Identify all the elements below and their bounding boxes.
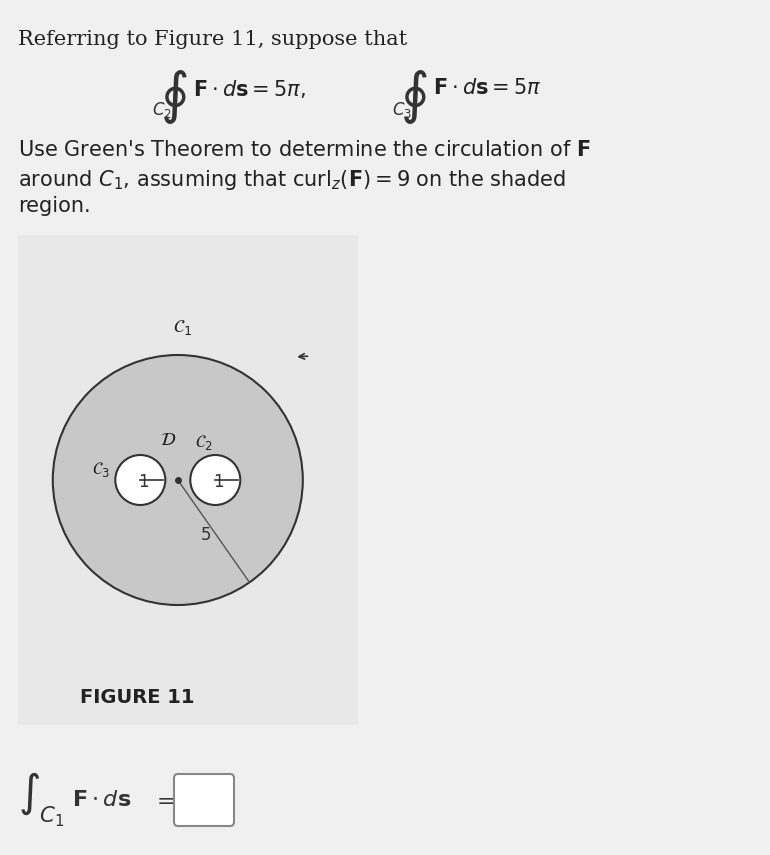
Text: $\mathbf{F} \cdot d\mathbf{s} = 5\pi,$: $\mathbf{F} \cdot d\mathbf{s} = 5\pi,$ bbox=[193, 78, 306, 100]
Text: $C_2$: $C_2$ bbox=[152, 100, 172, 120]
Text: $\mathcal{C}_1$: $\mathcal{C}_1$ bbox=[173, 318, 192, 337]
Text: region.: region. bbox=[18, 196, 91, 216]
Text: $\int_{C_1}$: $\int_{C_1}$ bbox=[18, 771, 65, 829]
Text: $\mathcal{C}_3$: $\mathcal{C}_3$ bbox=[92, 460, 110, 479]
Text: $\mathcal{D}$: $\mathcal{D}$ bbox=[159, 431, 176, 449]
Text: $\mathcal{C}_2$: $\mathcal{C}_2$ bbox=[196, 433, 213, 452]
Text: around $C_1$, assuming that $\mathrm{curl}_z(\mathbf{F}) = 9$ on the shaded: around $C_1$, assuming that $\mathrm{cur… bbox=[18, 168, 566, 192]
Circle shape bbox=[116, 455, 166, 505]
Text: 1: 1 bbox=[213, 473, 223, 491]
Text: $=$: $=$ bbox=[152, 790, 175, 810]
FancyBboxPatch shape bbox=[174, 774, 234, 826]
Text: $\oint$: $\oint$ bbox=[160, 68, 188, 126]
Text: $\oint$: $\oint$ bbox=[400, 68, 427, 126]
Text: $\mathbf{F} \cdot d\mathbf{s} = 5\pi$: $\mathbf{F} \cdot d\mathbf{s} = 5\pi$ bbox=[433, 78, 541, 98]
Text: 1: 1 bbox=[138, 473, 149, 491]
Text: Referring to Figure 11, suppose that: Referring to Figure 11, suppose that bbox=[18, 30, 407, 49]
Text: FIGURE 11: FIGURE 11 bbox=[80, 688, 194, 707]
Text: 5: 5 bbox=[200, 526, 211, 544]
Circle shape bbox=[53, 355, 303, 605]
Text: Use Green's Theorem to determine the circulation of $\mathbf{F}$: Use Green's Theorem to determine the cir… bbox=[18, 140, 591, 160]
Text: $\mathbf{F} \cdot d\mathbf{s}$: $\mathbf{F} \cdot d\mathbf{s}$ bbox=[72, 790, 132, 810]
FancyBboxPatch shape bbox=[18, 235, 358, 725]
Text: $C_3$: $C_3$ bbox=[392, 100, 412, 120]
Circle shape bbox=[190, 455, 240, 505]
